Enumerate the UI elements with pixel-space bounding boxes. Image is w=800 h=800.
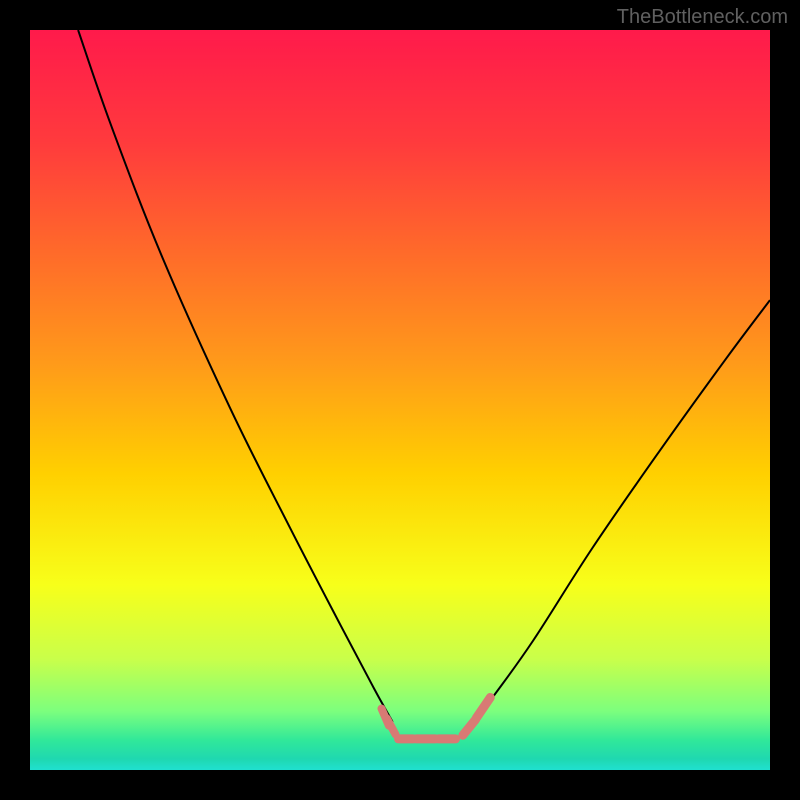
watermark-text: TheBottleneck.com [617,6,788,29]
